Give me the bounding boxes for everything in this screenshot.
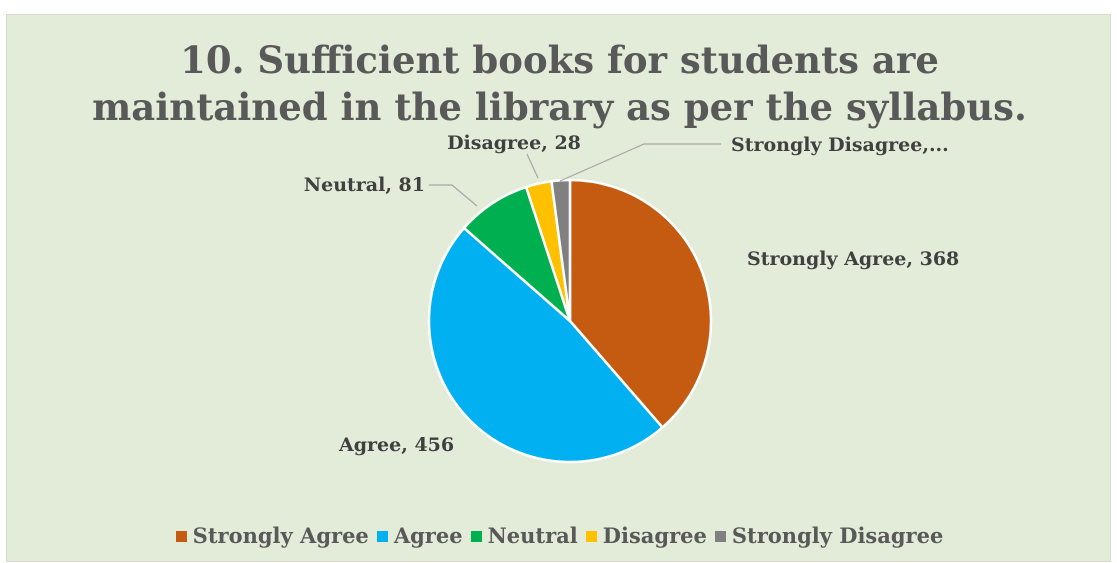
legend-label-strongly-disagree: Strongly Disagree: [731, 523, 944, 548]
legend-item-strongly-disagree: Strongly Disagree: [714, 523, 944, 548]
legend-label-disagree: Disagree: [602, 523, 707, 548]
legend-item-agree: Agree: [376, 523, 463, 548]
data-label-strongly-disagree: Strongly Disagree,...: [731, 134, 949, 156]
chart-title: 10. Sufficient books for students are ma…: [7, 37, 1112, 131]
leader-line-strongly-disagree: [559, 143, 721, 182]
chart-title-line-1: 10. Sufficient books for students are: [180, 38, 939, 82]
legend-swatch-disagree: [585, 531, 597, 542]
legend-item-disagree: Disagree: [585, 523, 707, 548]
pie-slice-strongly-agree: [568, 178, 713, 429]
legend-swatch-strongly-agree: [175, 531, 187, 542]
chart-area: 10. Sufficient books for students are ma…: [6, 14, 1111, 562]
legend-item-neutral: Neutral: [470, 523, 578, 548]
legend-label-strongly-agree: Strongly Agree: [192, 523, 369, 548]
pie-slice-agree: [427, 226, 664, 464]
legend-item-strongly-agree: Strongly Agree: [175, 523, 369, 548]
leader-line-disagree: [526, 153, 539, 179]
data-label-strongly-agree: Strongly Agree, 368: [747, 248, 959, 270]
data-label-neutral: Neutral, 81: [304, 174, 425, 196]
chart-title-line-2: maintained in the library as per the syl…: [92, 85, 1027, 129]
data-label-disagree: Disagree, 28: [447, 132, 581, 154]
leader-line-neutral: [429, 184, 478, 207]
legend-swatch-neutral: [470, 531, 482, 542]
data-label-agree: Agree, 456: [338, 434, 454, 456]
legend-swatch-strongly-disagree: [714, 531, 726, 542]
legend: Strongly Agree Agree Neutral Disagree Strong…: [7, 523, 1112, 548]
legend-swatch-agree: [376, 531, 388, 542]
legend-label-agree: Agree: [393, 523, 463, 548]
pie-chart: Strongly Agree, 368 Agree, 456 Neutral, 81…: [304, 132, 959, 464]
legend-label-neutral: Neutral: [487, 523, 578, 548]
